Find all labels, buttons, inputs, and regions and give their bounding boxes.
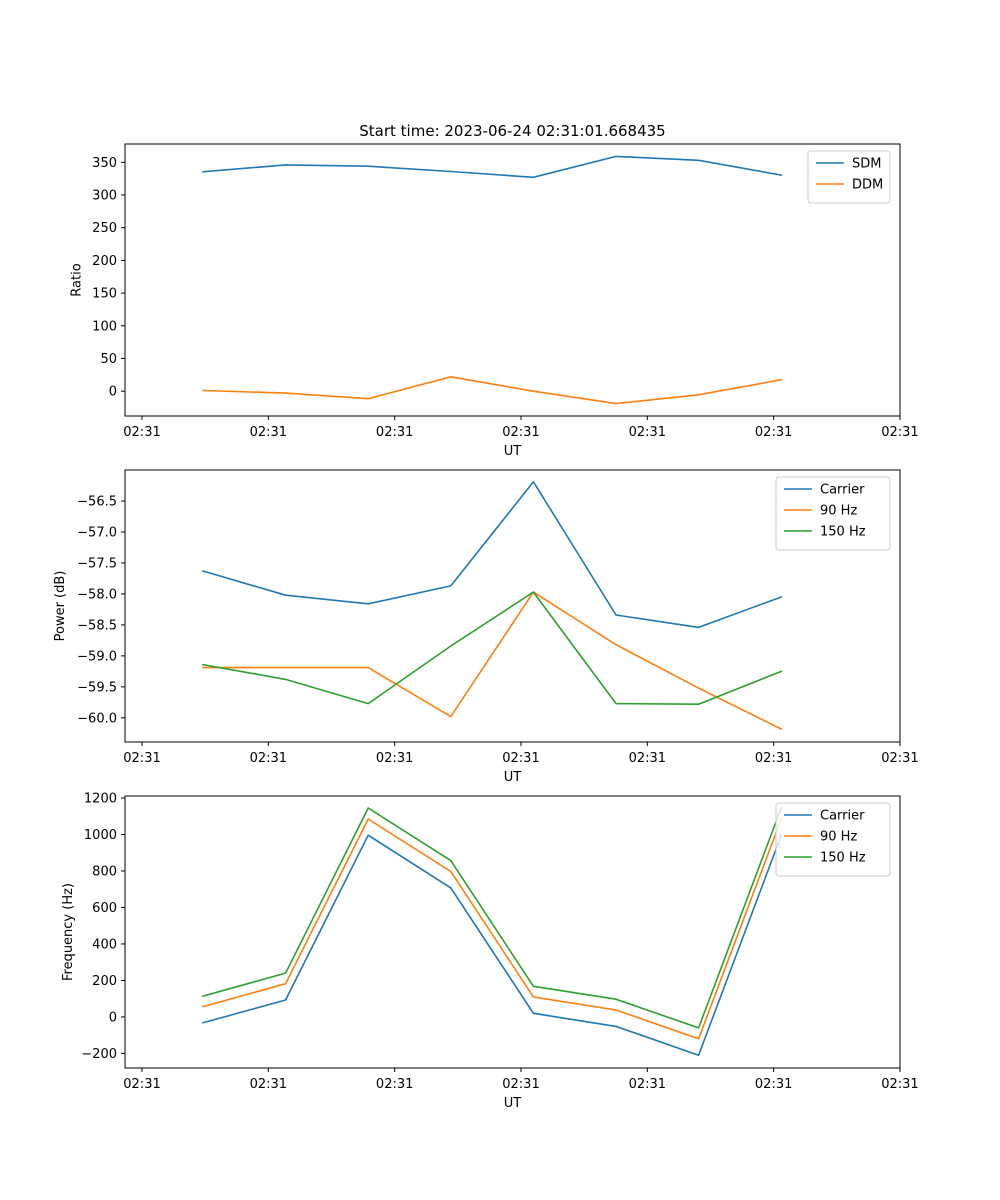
x-tick-label: 02:31 <box>502 425 539 440</box>
x-tick-label: 02:31 <box>629 1077 666 1092</box>
series-line-90-hz <box>202 591 783 731</box>
y-tick-label: −58.0 <box>77 587 117 602</box>
x-tick-label: 02:31 <box>755 425 792 440</box>
x-tick-label: 02:31 <box>123 751 160 766</box>
series-line-150-hz <box>202 591 783 706</box>
x-tick-label: 02:31 <box>376 1077 413 1092</box>
y-tick-label: 1200 <box>84 792 117 807</box>
series-line-90-hz <box>202 817 783 1040</box>
series-line-sdm <box>202 155 783 179</box>
y-tick-label: −58.5 <box>77 618 117 633</box>
x-tick-label: 02:31 <box>629 425 666 440</box>
y-axis-label: Power (dB) <box>53 571 68 642</box>
y-tick-label: −200 <box>81 1047 117 1062</box>
axes-frame <box>124 795 901 1069</box>
y-tick-label: 250 <box>92 221 117 236</box>
x-tick-label: 02:31 <box>502 751 539 766</box>
legend-label: DDM <box>852 178 883 193</box>
legend-label: Carrier <box>820 809 865 824</box>
legend-box <box>807 150 891 204</box>
y-tick-label: 400 <box>92 937 117 952</box>
chart-panel-3: 02:3102:3102:3102:3102:3102:3102:3102:32… <box>61 792 919 1111</box>
y-tick-label: 800 <box>92 864 117 879</box>
legend-label: SDM <box>852 157 881 172</box>
x-tick-label: 02:31 <box>250 1077 287 1092</box>
legend-label: Carrier <box>820 483 865 498</box>
legend: Carrier 90 Hz 150 Hz <box>775 476 891 551</box>
x-tick-label: 02:31 <box>123 425 160 440</box>
x-tick-label: 02:31 <box>376 751 413 766</box>
chart-panels: 02:3102:3102:3102:3102:3102:3102:3102:32… <box>53 143 919 1111</box>
y-tick-label: −57.5 <box>77 556 117 571</box>
axes-frame <box>124 143 901 417</box>
x-tick-label: 02:31 <box>755 1077 792 1092</box>
legend: SDM DDM <box>807 150 891 204</box>
y-axis-label: Frequency (Hz) <box>61 883 76 981</box>
x-axis-label: UT <box>504 444 522 459</box>
axes-frame <box>124 469 901 743</box>
x-axis-label: UT <box>504 770 522 785</box>
x-tick-label: 02:31 <box>123 1077 160 1092</box>
series-line-150-hz <box>202 806 783 1029</box>
legend: Carrier 90 Hz 150 Hz <box>775 802 891 877</box>
x-tick-label: 02:31 <box>376 425 413 440</box>
y-tick-label: −59.0 <box>77 649 117 664</box>
y-tick-label: 0 <box>109 1010 117 1025</box>
y-tick-label: −60.0 <box>77 711 117 726</box>
chart-panel-2: 02:3102:3102:3102:3102:3102:3102:3102:32… <box>53 469 919 785</box>
y-tick-label: 200 <box>92 254 117 269</box>
figure-title: Start time: 2023-06-24 02:31:01.668435 <box>359 122 665 140</box>
y-tick-label: 300 <box>92 189 117 204</box>
y-tick-label: 0 <box>109 385 117 400</box>
x-tick-label: 02:31 <box>502 1077 539 1092</box>
x-tick-label: 02:31 <box>881 751 918 766</box>
y-tick-label: −56.5 <box>77 494 117 509</box>
y-tick-label: −57.0 <box>77 525 117 540</box>
chart-panel-1: 02:3102:3102:3102:3102:3102:3102:3102:32… <box>69 143 919 459</box>
y-tick-label: 150 <box>92 287 117 302</box>
y-tick-label: −59.5 <box>77 680 117 695</box>
y-tick-label: 50 <box>100 352 117 367</box>
y-tick-label: 350 <box>92 156 117 171</box>
x-tick-label: 02:31 <box>250 425 287 440</box>
x-tick-label: 02:31 <box>755 751 792 766</box>
legend-label: 90 Hz <box>820 830 857 845</box>
y-axis-label: Ratio <box>69 263 84 296</box>
y-tick-label: 1000 <box>84 828 117 843</box>
series-line-carrier <box>202 834 783 1056</box>
x-tick-label: 02:31 <box>881 425 918 440</box>
series-line-ddm <box>202 375 783 405</box>
legend-label: 90 Hz <box>820 504 857 519</box>
legend-label: 150 Hz <box>820 851 866 866</box>
series-line-carrier <box>202 480 783 629</box>
legend-label: 150 Hz <box>820 525 866 540</box>
x-axis-label: UT <box>504 1096 522 1111</box>
y-tick-label: 600 <box>92 901 117 916</box>
y-tick-label: 200 <box>92 974 117 989</box>
x-tick-label: 02:31 <box>250 751 287 766</box>
y-tick-label: 100 <box>92 319 117 334</box>
x-tick-label: 02:31 <box>881 1077 918 1092</box>
x-tick-label: 02:31 <box>629 751 666 766</box>
